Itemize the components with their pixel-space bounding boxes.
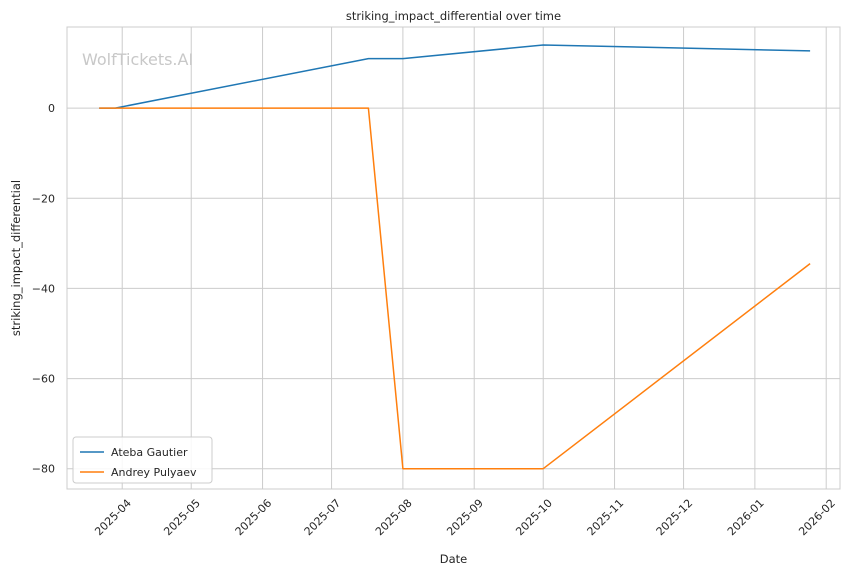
plot-frame bbox=[66, 26, 841, 490]
watermark: WolfTickets.AI bbox=[82, 50, 193, 69]
x-tick-label: 2025-12 bbox=[654, 497, 696, 539]
y-tick-label: 0 bbox=[48, 102, 55, 115]
x-tick-label: 2026-02 bbox=[796, 497, 838, 539]
legend-box bbox=[72, 436, 213, 484]
x-tick-label: 2025-08 bbox=[373, 497, 415, 539]
series-lines bbox=[99, 44, 811, 470]
y-tick-label: −40 bbox=[32, 282, 55, 295]
grid-lines bbox=[67, 27, 840, 489]
x-tick-label: 2025-05 bbox=[161, 497, 203, 539]
x-tick-label: 2026-01 bbox=[725, 497, 767, 539]
y-tick-label: −60 bbox=[32, 373, 55, 386]
series-line-0 bbox=[99, 44, 811, 109]
x-tick-label: 2025-06 bbox=[233, 497, 275, 539]
y-tick-label: −80 bbox=[32, 463, 55, 476]
x-tick-label: 2025-07 bbox=[302, 497, 344, 539]
chart-title: striking_impact_differential over time bbox=[346, 9, 561, 23]
y-axis-ticks: 0 −20 −40 −60 −80 bbox=[32, 102, 55, 476]
x-tick-label: 2025-09 bbox=[444, 497, 486, 539]
series-line-1 bbox=[99, 107, 811, 470]
x-tick-label: 2025-04 bbox=[92, 497, 134, 539]
x-tick-label: 2025-10 bbox=[513, 497, 555, 539]
legend: Ateba Gautier Andrey Pulyaev bbox=[72, 436, 213, 484]
x-tick-label: 2025-11 bbox=[585, 497, 627, 539]
y-axis-label: striking_impact_differential bbox=[9, 180, 23, 336]
legend-label: Ateba Gautier bbox=[111, 446, 188, 459]
x-axis-ticks: 2025-04 2025-05 2025-06 2025-07 2025-08 2025-… bbox=[92, 497, 838, 539]
y-tick-label: −20 bbox=[32, 192, 55, 205]
legend-label: Andrey Pulyaev bbox=[111, 466, 197, 479]
x-axis-label: Date bbox=[440, 552, 468, 566]
